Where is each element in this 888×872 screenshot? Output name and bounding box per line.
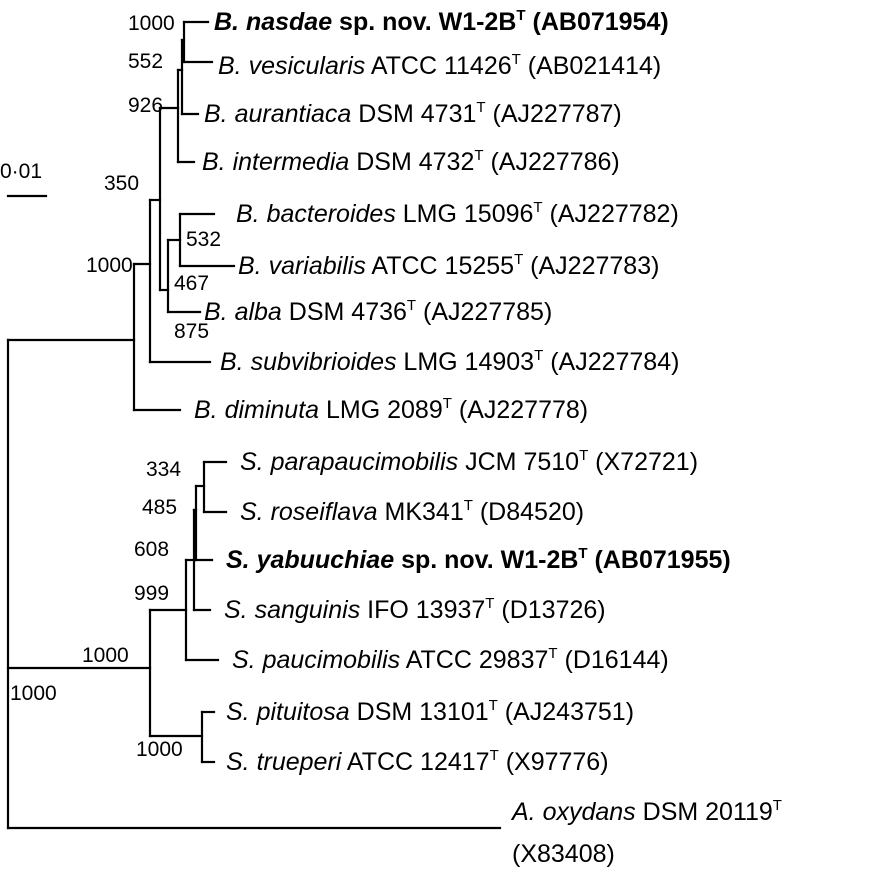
taxon-label-s-sanguinis: S. sanguinis IFO 13937T (D13726) xyxy=(224,595,606,624)
bootstrap-value: 1000 xyxy=(10,682,57,705)
taxon-label-b-alba: B. alba DSM 4736T (AJ227785) xyxy=(204,297,552,326)
bootstrap-value: 350 xyxy=(104,172,139,195)
bootstrap-value: 999 xyxy=(134,582,169,605)
bootstrap-value: 1000 xyxy=(82,644,129,667)
taxon-label-b-vesicularis: B. vesicularis ATCC 11426T (AB021414) xyxy=(218,51,661,80)
taxon-label-b-variabilis: B. variabilis ATCC 15255T (AJ227783) xyxy=(238,251,659,280)
bootstrap-value: 875 xyxy=(174,320,209,343)
tree-branches xyxy=(6,20,502,830)
taxon-label-a-oxydans: A. oxydans DSM 20119T xyxy=(510,797,782,826)
bootstrap-values: 1000 552 926 350 532 467 1000 875 334 48… xyxy=(10,12,221,761)
taxon-label-s-pituitosa: S. pituitosa DSM 13101T (AJ243751) xyxy=(226,697,634,726)
bootstrap-value: 532 xyxy=(186,228,221,251)
bootstrap-value: 1000 xyxy=(136,738,183,761)
bootstrap-value: 467 xyxy=(174,272,209,295)
bootstrap-value: 334 xyxy=(146,458,181,481)
taxon-label-a-oxydans-accession: (X83408) xyxy=(512,840,615,868)
bootstrap-value: 1000 xyxy=(128,12,175,35)
taxon-label-b-intermedia: B. intermedia DSM 4732T (AJ227786) xyxy=(202,147,620,176)
taxon-label-s-roseiflava: S. roseiflava MK341T (D84520) xyxy=(240,497,584,526)
taxon-label-b-nasdae: B. nasdae sp. nov. W1-2BT (AB071954) xyxy=(214,7,669,36)
taxon-label-s-parapaucimobilis: S. parapaucimobilis JCM 7510T (X72721) xyxy=(240,447,698,476)
taxon-label-s-paucimobilis: S. paucimobilis ATCC 29837T (D16144) xyxy=(232,645,669,674)
bootstrap-value: 1000 xyxy=(86,254,133,277)
taxon-labels: B. nasdae sp. nov. W1-2BT (AB071954) B. … xyxy=(194,7,782,868)
taxon-label-s-trueperi: S. trueperi ATCC 12417T (X97776) xyxy=(226,747,609,776)
bootstrap-value: 926 xyxy=(128,94,163,117)
taxon-label-b-bacteroides: B. bacteroides LMG 15096T (AJ227782) xyxy=(236,199,679,228)
scale-bar-label: 0·01 xyxy=(0,160,42,183)
taxon-label-s-yabuuchiae: S. yabuuchiae sp. nov. W1-2BT (AB071955) xyxy=(226,545,731,574)
taxon-label-b-diminuta: B. diminuta LMG 2089T (AJ227778) xyxy=(194,395,588,424)
bootstrap-value: 552 xyxy=(128,50,163,73)
taxon-label-b-aurantiaca: B. aurantiaca DSM 4731T (AJ227787) xyxy=(204,99,622,128)
bootstrap-value: 485 xyxy=(142,496,177,519)
taxon-label-b-subvibrioides: B. subvibrioides LMG 14903T (AJ227784) xyxy=(220,347,679,376)
bootstrap-value: 608 xyxy=(134,538,169,561)
